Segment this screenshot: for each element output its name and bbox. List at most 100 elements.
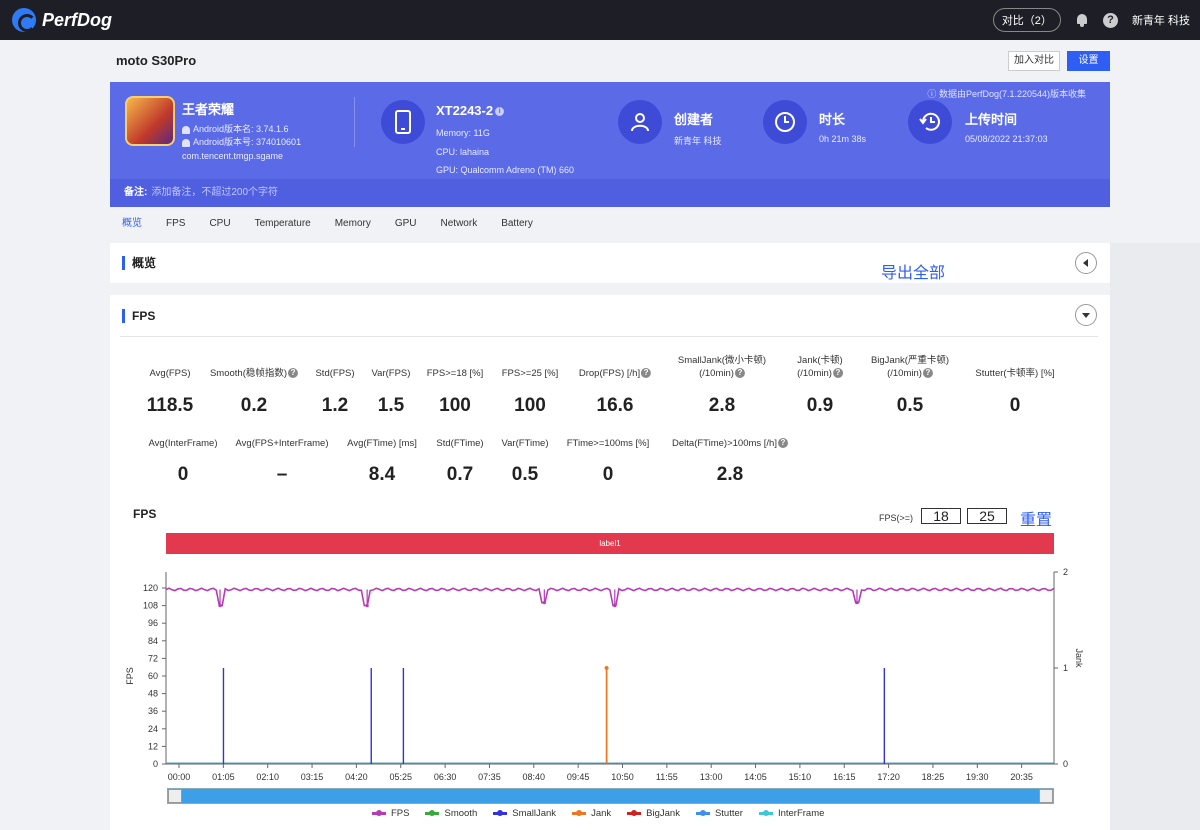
x-tick-label: 13:00 bbox=[700, 772, 723, 782]
metric-label-1-6: Drop(FPS) [/h]? bbox=[579, 367, 652, 380]
legend-item-stutter[interactable]: Stutter bbox=[695, 808, 743, 819]
help-icon[interactable]: ? bbox=[288, 368, 299, 379]
legend-swatch bbox=[372, 810, 386, 816]
metric-label-text: Avg(FPS) bbox=[149, 368, 191, 379]
android-version-name: Android版本名: 3.74.1.6 bbox=[193, 124, 289, 134]
x-tick-label: 07:35 bbox=[478, 772, 501, 782]
x-tick-label: 03:15 bbox=[301, 772, 324, 782]
metric-label-1-0: Avg(FPS) bbox=[149, 367, 190, 380]
device-cpu: CPU: lahaina bbox=[436, 147, 490, 157]
tab-2[interactable]: CPU bbox=[209, 218, 231, 229]
help-icon[interactable]: ? bbox=[777, 438, 788, 449]
y-tick-label: 36 bbox=[148, 706, 158, 716]
x-tick-label: 19:30 bbox=[966, 772, 989, 782]
help-icon[interactable]: ? bbox=[922, 368, 933, 379]
report-tabs: 概览 FPS CPU Temperature Memory GPU Network Batte… bbox=[110, 216, 545, 234]
data-source-text: 数据由PerfDog(7.1.220544)版本收集 bbox=[938, 89, 1086, 99]
tab-3[interactable]: Temperature bbox=[254, 218, 311, 229]
x-tick-label: 20:35 bbox=[1010, 772, 1033, 782]
help-icon[interactable]: ? bbox=[641, 368, 652, 379]
metric-value-1-8: 0.9 bbox=[806, 395, 834, 416]
metric-value-2-5: 0 bbox=[602, 464, 614, 485]
help-icon[interactable]: ? bbox=[734, 368, 745, 379]
bell-icon[interactable] bbox=[1075, 13, 1089, 27]
note-input[interactable]: 添加备注，不超过200个字符 bbox=[151, 187, 279, 198]
settings-button[interactable]: 设置 bbox=[1067, 51, 1110, 71]
perfdog-logo-icon bbox=[12, 8, 36, 32]
x-tick-label: 14:05 bbox=[744, 772, 767, 782]
metric-value-2-4: 0.5 bbox=[511, 464, 539, 485]
add-compare-button[interactable]: 加入对比 bbox=[1008, 51, 1060, 71]
metric-label-text: FPS>=25 [%] bbox=[501, 368, 559, 379]
metric-label-text: Std(FPS) bbox=[315, 368, 355, 379]
y2-axis-label: Jank bbox=[1074, 648, 1084, 668]
x-tick-label: 02:10 bbox=[256, 772, 279, 782]
fps-dip-point bbox=[613, 604, 617, 608]
legend-label: InterFrame bbox=[777, 808, 825, 819]
tab-7[interactable]: Battery bbox=[501, 218, 533, 229]
legend-item-jank[interactable]: Jank bbox=[572, 808, 611, 819]
tab-4[interactable]: Memory bbox=[334, 218, 371, 229]
tab-6[interactable]: Network bbox=[440, 218, 478, 229]
metric-label-text: Var(FTime) bbox=[501, 438, 549, 449]
x-tick-label: 05:25 bbox=[389, 772, 412, 782]
metric-label-2-6: Delta(FTime)>100ms [/h]? bbox=[672, 437, 788, 450]
legend-item-fps[interactable]: FPS bbox=[372, 808, 409, 819]
metric-label-text: Avg(InterFrame) bbox=[148, 438, 218, 449]
android-version-name-row: Android版本名: 3.74.1.6 bbox=[182, 122, 289, 135]
legend-swatch bbox=[695, 810, 710, 816]
y-tick-label: 0 bbox=[153, 759, 158, 769]
compare-count-button[interactable]: 对比（2） bbox=[992, 8, 1061, 32]
export-all-link[interactable]: 导出全部 bbox=[881, 265, 946, 282]
tab-5[interactable]: GPU bbox=[394, 218, 417, 229]
label-bar[interactable]: label1 bbox=[166, 533, 1054, 554]
metric-value-2-3: 0.7 bbox=[446, 464, 474, 485]
metric-label-text: Delta(FTime)>100ms [/h] bbox=[672, 438, 777, 449]
legend-item-bigjank[interactable]: BigJank bbox=[627, 808, 680, 819]
x-tick-label: 11:55 bbox=[656, 772, 678, 782]
tab-1[interactable]: FPS bbox=[166, 218, 186, 229]
metric-label-2-4: Var(FTime) bbox=[502, 437, 549, 450]
help-icon[interactable]: ? bbox=[832, 368, 843, 379]
session-info-banner: ⓘ 数据由PerfDog(7.1.220544)版本收集 王者荣耀 Androi… bbox=[110, 82, 1110, 207]
x-tick-label: 17:20 bbox=[877, 772, 900, 782]
device-title: moto S30Pro bbox=[116, 53, 197, 68]
metric-label-2-5: FTime>=100ms [%] bbox=[567, 437, 650, 450]
fps-panel: FPS bbox=[110, 295, 1110, 830]
collapse-fps-button[interactable] bbox=[1075, 304, 1097, 326]
y-tick-label: 12 bbox=[148, 741, 158, 751]
help-icon[interactable]: ? bbox=[1102, 12, 1118, 28]
app-logo[interactable]: PerfDog bbox=[12, 8, 112, 32]
slider-handle-left[interactable] bbox=[168, 789, 182, 803]
time-range-slider[interactable] bbox=[167, 788, 1054, 804]
legend-swatch bbox=[758, 810, 773, 816]
fps-threshold-input-2[interactable] bbox=[967, 508, 1007, 524]
legend-label: Jank bbox=[591, 808, 612, 819]
fps-threshold-input-1[interactable] bbox=[921, 508, 961, 524]
y2-tick-label: 0 bbox=[1063, 759, 1068, 769]
caret-down-icon bbox=[1082, 313, 1090, 318]
legend-item-smalljank[interactable]: SmallJank bbox=[493, 808, 556, 819]
data-source-note: ⓘ 数据由PerfDog(7.1.220544)版本收集 bbox=[927, 87, 1086, 100]
note-label: 备注: bbox=[124, 187, 148, 198]
legend-label: Stutter bbox=[714, 808, 743, 819]
collapse-overview-button[interactable] bbox=[1075, 252, 1097, 274]
slider-handle-right[interactable] bbox=[1039, 789, 1053, 803]
x-tick-label: 04:20 bbox=[345, 772, 368, 782]
x-tick-label: 16:15 bbox=[833, 772, 856, 782]
tab-0[interactable]: 概览 bbox=[122, 218, 142, 229]
legend-swatch bbox=[572, 810, 587, 816]
metric-label-1-2: Std(FPS) bbox=[315, 367, 354, 380]
info-circle-icon: ⓘ bbox=[927, 89, 937, 99]
info-icon[interactable]: i bbox=[495, 107, 505, 117]
metric-value-1-4: 100 bbox=[439, 395, 471, 416]
reset-threshold-link[interactable]: 重置 bbox=[1020, 512, 1053, 529]
user-name[interactable]: 新青年 科技 bbox=[1131, 15, 1190, 27]
y2-tick-label: 2 bbox=[1063, 567, 1068, 577]
note-bar[interactable]: 备注: 添加备注，不超过200个字符 bbox=[110, 179, 1110, 207]
metric-label-line1: BigJank(严重卡顿) bbox=[870, 355, 950, 366]
legend-item-smooth[interactable]: Smooth bbox=[425, 808, 477, 819]
y-tick-label: 48 bbox=[148, 689, 158, 699]
legend-item-interframe[interactable]: InterFrame bbox=[758, 808, 825, 819]
